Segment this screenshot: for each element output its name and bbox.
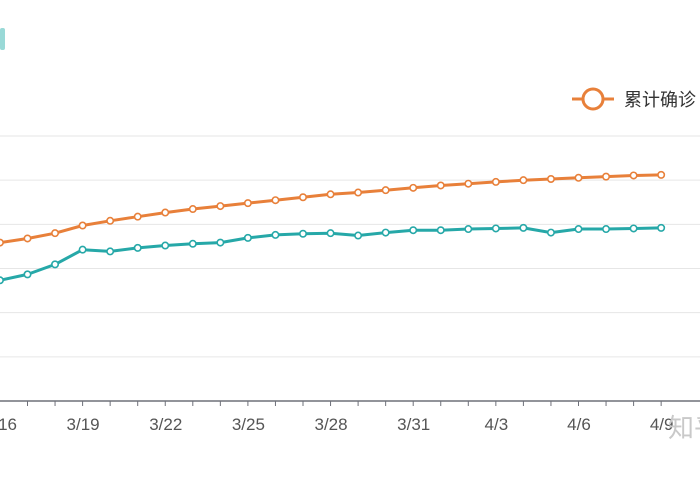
data-point[interactable]	[298, 229, 307, 238]
data-point[interactable]	[657, 223, 666, 232]
data-point[interactable]	[546, 174, 555, 183]
data-point[interactable]	[629, 224, 638, 233]
x-tick-label: 3/28	[315, 415, 348, 434]
data-point[interactable]	[519, 223, 528, 232]
data-point[interactable]	[106, 216, 115, 225]
grid-lines	[0, 135, 700, 358]
x-tick-label: 4/3	[485, 415, 509, 434]
data-point[interactable]	[409, 183, 418, 192]
data-point[interactable]	[188, 205, 197, 214]
watermark-text: 知乎	[668, 414, 700, 444]
data-point[interactable]	[381, 228, 390, 237]
data-point[interactable]	[0, 238, 4, 247]
data-point[interactable]	[602, 225, 611, 234]
data-point[interactable]	[657, 170, 666, 179]
series-line-1	[0, 226, 662, 282]
data-point[interactable]	[23, 270, 32, 279]
data-point[interactable]	[519, 176, 528, 185]
data-point[interactable]	[381, 186, 390, 195]
x-tick-label: 4/9	[650, 415, 674, 434]
data-point[interactable]	[243, 233, 252, 242]
x-tick-label: 3/31	[397, 415, 430, 434]
data-point[interactable]	[409, 226, 418, 235]
data-point[interactable]	[574, 173, 583, 182]
data-point[interactable]	[326, 190, 335, 199]
x-axis: 3/16 3/19 3/22 3/25 3/28 3/31 4/3 4/6 4/9	[0, 400, 700, 434]
x-tick-label: 3/16	[0, 415, 17, 434]
data-point[interactable]	[51, 229, 60, 238]
data-point[interactable]	[78, 221, 87, 230]
data-point[interactable]	[133, 212, 142, 221]
data-point[interactable]	[51, 260, 60, 269]
data-point[interactable]	[161, 241, 170, 250]
legend-marker	[581, 87, 605, 111]
data-point[interactable]	[298, 193, 307, 202]
data-point[interactable]	[78, 245, 87, 254]
x-tick-label: 3/25	[232, 415, 265, 434]
data-point[interactable]	[23, 234, 32, 243]
corner-mark	[0, 28, 5, 50]
data-point[interactable]	[243, 199, 252, 208]
data-point[interactable]	[491, 177, 500, 186]
data-point[interactable]	[629, 171, 638, 180]
x-tick-label: 4/6	[567, 415, 591, 434]
data-point[interactable]	[354, 188, 363, 197]
data-point[interactable]	[133, 243, 142, 252]
data-point[interactable]	[161, 208, 170, 217]
data-point[interactable]	[546, 228, 555, 237]
legend[interactable]: 累计确诊	[572, 87, 696, 111]
data-point[interactable]	[464, 179, 473, 188]
data-point[interactable]	[436, 226, 445, 235]
data-point[interactable]	[326, 229, 335, 238]
data-point[interactable]	[271, 196, 280, 205]
data-point[interactable]	[602, 172, 611, 181]
data-point[interactable]	[464, 225, 473, 234]
x-tick-label: 3/19	[67, 415, 100, 434]
data-point[interactable]	[106, 247, 115, 256]
data-point[interactable]	[574, 225, 583, 234]
series-line-0	[0, 173, 662, 245]
data-point[interactable]	[216, 202, 225, 211]
data-point[interactable]	[354, 231, 363, 240]
data-point[interactable]	[0, 276, 4, 285]
x-tick-label: 3/22	[149, 415, 182, 434]
data-point[interactable]	[271, 230, 280, 239]
series-points	[0, 170, 666, 285]
data-point[interactable]	[491, 224, 500, 233]
data-point[interactable]	[436, 181, 445, 190]
data-point[interactable]	[188, 239, 197, 248]
legend-label: 累计确诊	[624, 90, 696, 111]
data-point[interactable]	[216, 238, 225, 247]
series-lines	[0, 173, 662, 282]
